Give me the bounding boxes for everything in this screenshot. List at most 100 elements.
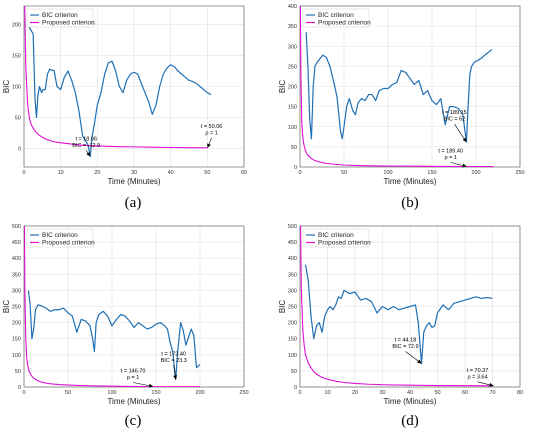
y-tick-label: 350 xyxy=(288,272,297,278)
y-tick-label: 400 xyxy=(288,4,297,10)
y-axis-label: BIC xyxy=(2,80,11,94)
series-line-bic xyxy=(304,264,493,365)
x-tick-label: 60 xyxy=(241,170,247,176)
y-tick-label: 300 xyxy=(288,44,297,50)
y-tick-label: 400 xyxy=(12,256,21,262)
annotation: t = 50.06ρ = 1 xyxy=(201,124,223,148)
y-tick-label: 100 xyxy=(288,353,297,359)
y-tick-label: 150 xyxy=(12,54,21,60)
y-tick-label: 350 xyxy=(288,24,297,30)
y-axis-label: BIC xyxy=(2,300,11,314)
x-tick-label: 40 xyxy=(407,390,413,396)
x-tick-label: 250 xyxy=(515,170,524,176)
legend-entry: BIC criterion xyxy=(318,12,354,19)
legend-entry: BIC criterion xyxy=(318,232,354,239)
y-tick-label: 200 xyxy=(12,23,21,29)
x-tick-label: 30 xyxy=(131,170,137,176)
axes-frame xyxy=(299,225,521,388)
axes-frame xyxy=(299,5,521,168)
annotation-text: t = 18.06 xyxy=(75,136,97,142)
x-tick-label: 50 xyxy=(204,170,210,176)
annotation-text: t = 44.18 xyxy=(395,338,417,344)
y-tick-label: 150 xyxy=(288,105,297,111)
chart-panel-1: 0 10 20 30 40 50 60 0 50 100 150 200 Time (Minutes) B… xyxy=(2,5,247,211)
y-tick-label: 200 xyxy=(288,321,297,327)
y-axis-label: BIC xyxy=(278,80,287,94)
annotation-text: t = 172.40 xyxy=(161,351,186,357)
legend-entry: Proposed criterion xyxy=(318,240,371,247)
y-tick-label: 0 xyxy=(294,385,297,391)
y-tick-label: 500 xyxy=(12,224,21,230)
x-axis-label: Time (Minutes) xyxy=(107,397,160,406)
arrow-head xyxy=(462,163,467,168)
annotation-text: ρ = 1 xyxy=(205,130,217,136)
y-tick-label: 50 xyxy=(291,145,297,151)
y-axis-label: BIC xyxy=(278,300,287,314)
y-tick-label: 350 xyxy=(12,272,21,278)
x-tick-label: 70 xyxy=(489,390,495,396)
y-tick-label: 500 xyxy=(288,224,297,230)
x-axis-label: Time (Minutes) xyxy=(383,397,436,406)
y-tick-label: 100 xyxy=(12,85,21,91)
x-tick-label: 20 xyxy=(352,390,358,396)
y-tick-label: 0 xyxy=(18,146,21,152)
y-tick-label: 400 xyxy=(288,256,297,262)
x-tick-label: 40 xyxy=(168,170,174,176)
legend-entry: BIC criterion xyxy=(42,232,78,239)
x-tick-label: 0 xyxy=(22,170,25,176)
x-tick-label: 20 xyxy=(94,170,100,176)
series-line-bic xyxy=(27,290,201,381)
arrow-head xyxy=(207,143,211,148)
arrow-head xyxy=(148,383,154,388)
x-tick-label: 10 xyxy=(324,390,330,396)
axes-frame xyxy=(23,5,245,168)
series-line-proposed xyxy=(300,6,494,167)
x-tick-label: 150 xyxy=(427,170,436,176)
annotation-text: ρ = 1 xyxy=(444,155,456,161)
x-tick-label: 60 xyxy=(462,390,468,396)
x-tick-label: 100 xyxy=(107,390,116,396)
x-tick-label: 200 xyxy=(471,170,480,176)
x-tick-label: 80 xyxy=(517,390,523,396)
y-tick-label: 50 xyxy=(291,369,297,375)
y-tick-label: 100 xyxy=(288,125,297,131)
arrow-head xyxy=(173,375,178,380)
series-line-bic xyxy=(305,32,493,143)
x-tick-label: 10 xyxy=(58,170,64,176)
annotation-text: t = 50.06 xyxy=(201,124,223,130)
arrow-head xyxy=(489,382,494,387)
legend-entry: Proposed criterion xyxy=(42,20,95,27)
y-tick-label: 450 xyxy=(288,240,297,246)
x-tick-label: 50 xyxy=(65,390,71,396)
arrow-head xyxy=(86,151,91,157)
arrow-head xyxy=(462,137,467,143)
panel-label: (c) xyxy=(125,413,142,429)
y-tick-label: 450 xyxy=(12,240,21,246)
y-tick-label: 250 xyxy=(12,305,21,311)
annotation: t = 189.40ρ = 1 xyxy=(438,149,467,168)
legend-entry: BIC criterion xyxy=(42,12,78,19)
x-tick-label: 0 xyxy=(298,170,301,176)
x-axis-label: Time (Minutes) xyxy=(107,177,160,186)
series-line-proposed xyxy=(24,226,200,387)
y-tick-label: 250 xyxy=(288,305,297,311)
y-tick-label: 50 xyxy=(15,369,21,375)
y-tick-label: 250 xyxy=(288,64,297,70)
annotation-text: t = 70.37 xyxy=(467,368,489,374)
x-tick-label: 250 xyxy=(239,390,248,396)
annotation: t = 146.70ρ = 1 xyxy=(121,369,154,388)
y-tick-label: 300 xyxy=(12,288,21,294)
x-tick-label: 0 xyxy=(298,390,301,396)
x-tick-label: 0 xyxy=(22,390,25,396)
y-tick-label: 300 xyxy=(288,288,297,294)
arrow-head xyxy=(417,359,422,364)
panel-label: (b) xyxy=(401,195,419,211)
annotation-text: BIC = 72.9 xyxy=(392,344,418,350)
